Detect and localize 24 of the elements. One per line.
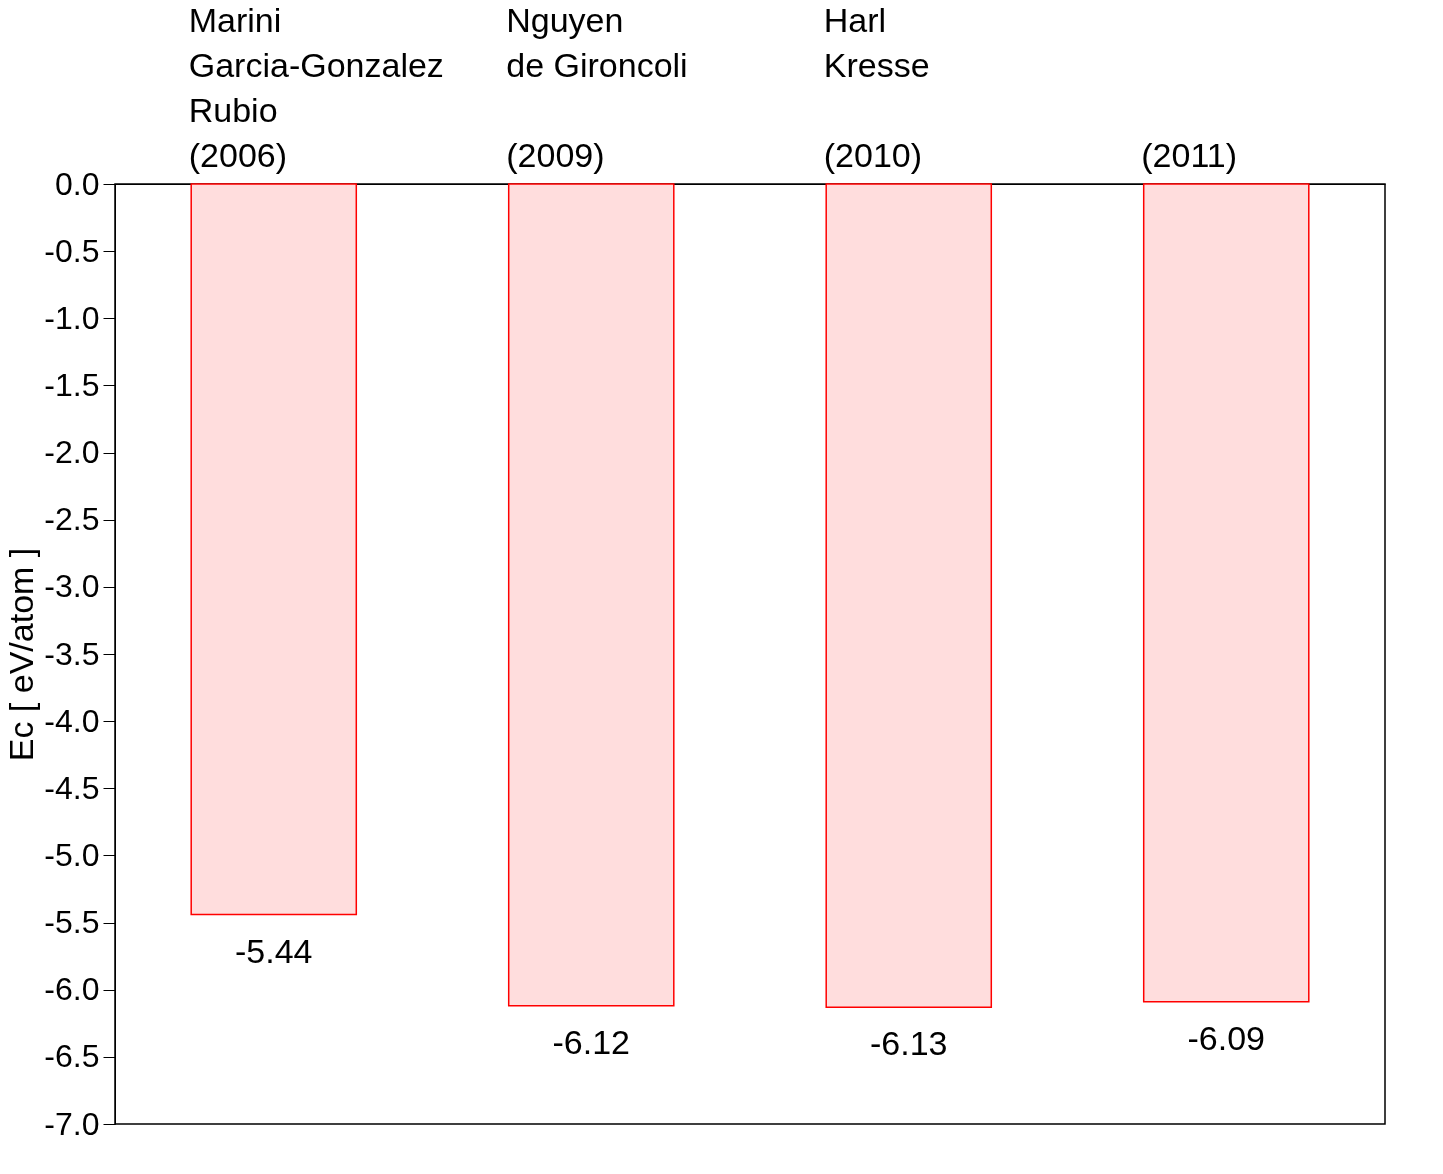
y-tick-label: -5.0 [44,836,100,873]
y-tick-label: -1.5 [44,366,100,403]
y-tick-label: -6.0 [44,971,100,1008]
data-label: -5.44 [235,931,313,970]
y-tick-label: -3.5 [44,635,100,672]
y-tick-label: -1.0 [44,299,100,336]
y-tick-label: -6.5 [44,1038,100,1075]
y-tick-label: -0.5 [44,232,100,269]
x-tick-label: (2011) [1141,136,1238,174]
y-tick-label: -4.0 [44,702,100,739]
y-tick-label: -7.0 [44,1105,100,1142]
y-tick-label: -3.0 [44,568,100,605]
data-label: -6.09 [1187,1018,1265,1057]
y-tick-label: -2.0 [44,434,100,471]
data-label: -6.12 [552,1022,630,1061]
y-tick-label: -4.5 [44,769,100,806]
category-label: Nguyen de Gironcoli (2009) [506,1,688,174]
x-tick-label: Marini Garcia-Gonzalez Rubio (2006) [188,1,444,174]
data-label: -6.13 [870,1024,948,1063]
y-axis-title: Ec [ eV/atom ] [2,547,41,762]
y-tick-label: -5.5 [44,904,100,941]
y-tick-label: 0.0 [55,165,100,202]
category-label: Harl Kresse (2010) [823,1,930,174]
y-tick-label: -2.5 [44,501,100,538]
